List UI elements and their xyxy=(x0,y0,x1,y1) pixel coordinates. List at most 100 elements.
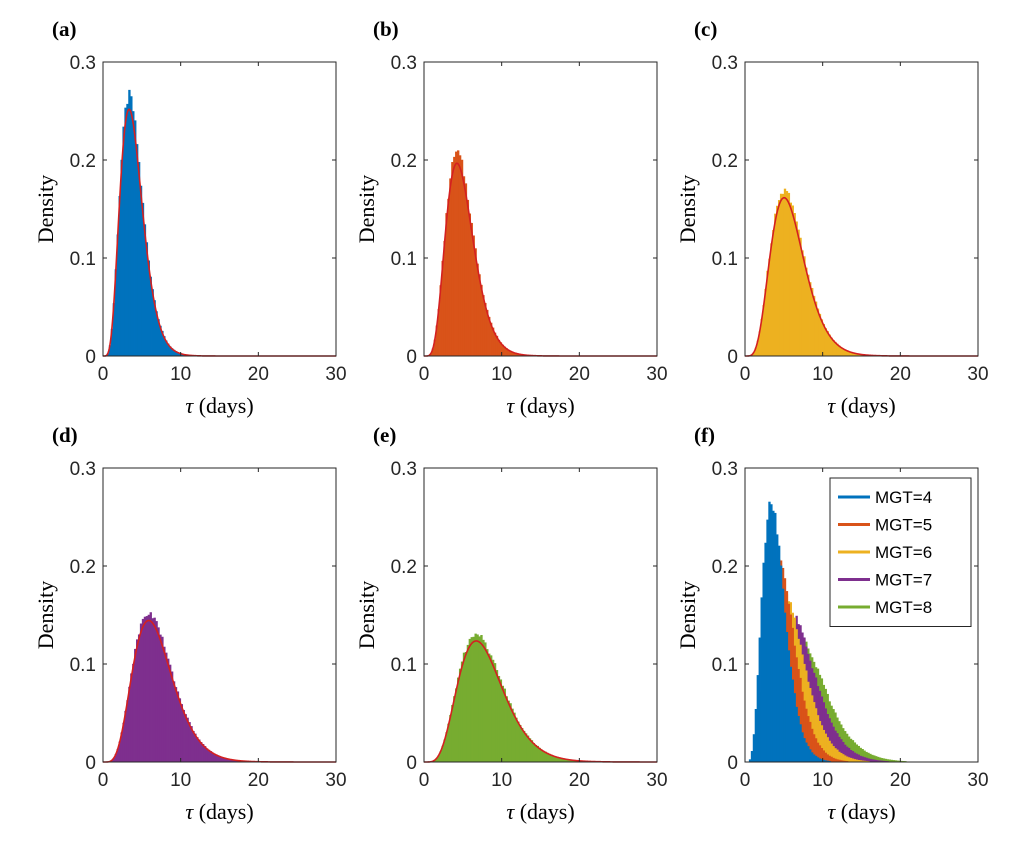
histogram-bar xyxy=(227,758,230,762)
histogram-bar xyxy=(748,759,752,762)
y-tick-label: 0.2 xyxy=(70,557,96,578)
histogram-bar xyxy=(493,663,497,762)
histogram-bar xyxy=(822,750,826,762)
histogram-bar xyxy=(180,353,184,356)
histogram-bar xyxy=(764,542,767,762)
histogram-bar xyxy=(497,339,501,356)
histogram-bar xyxy=(774,213,777,356)
x-tick-label: 30 xyxy=(646,364,667,385)
histogram-bar xyxy=(219,756,222,762)
histogram-bar xyxy=(569,759,572,762)
histogram-bar xyxy=(169,346,172,356)
histogram-bar xyxy=(845,756,849,762)
histogram-bar xyxy=(776,534,779,762)
histogram-bar xyxy=(493,332,497,356)
histogram-bar xyxy=(534,744,538,762)
histogram-bar xyxy=(768,501,771,762)
histogram-bar xyxy=(793,693,796,762)
histogram-bar xyxy=(787,650,791,762)
histogram-bar xyxy=(877,760,880,762)
histogram-bar xyxy=(559,757,563,762)
histogram-bar xyxy=(114,269,117,356)
histogram-bar xyxy=(159,634,162,762)
histogram-bar xyxy=(857,759,860,762)
y-tick-label: 0.2 xyxy=(712,151,738,172)
histogram-bar xyxy=(838,345,841,356)
histogram-bar xyxy=(789,666,792,762)
histogram-bar xyxy=(466,644,470,762)
histogram-bar xyxy=(132,111,135,356)
histogram-bar xyxy=(143,616,147,762)
histogram-bar xyxy=(441,260,444,356)
y-tick-label: 0.1 xyxy=(391,655,417,676)
histogram-bar xyxy=(892,760,895,762)
histogram-bar xyxy=(196,737,199,762)
histogram-bar xyxy=(136,144,139,356)
x-axis-label: τ (days) xyxy=(827,393,895,418)
histogram-bar xyxy=(779,565,783,762)
histogram-bar xyxy=(451,704,454,762)
x-axis-symbol: τ xyxy=(827,393,836,418)
histogram-bar xyxy=(807,716,810,762)
histogram-bar xyxy=(565,759,569,762)
histogram-bar xyxy=(826,331,829,356)
histogram-bar xyxy=(855,744,859,762)
histogram-bar xyxy=(859,755,862,762)
y-tick-label: 0.3 xyxy=(391,459,417,480)
histogram-bar xyxy=(834,730,837,762)
histogram-bar xyxy=(165,652,168,762)
x-tick-label: 10 xyxy=(170,770,191,791)
histogram-bar xyxy=(114,754,117,762)
histogram-bar xyxy=(505,348,508,356)
histogram-bar xyxy=(198,739,201,762)
histogram-bar xyxy=(842,741,845,762)
x-tick-label: 0 xyxy=(98,364,109,385)
histogram-bar xyxy=(890,759,893,762)
histogram-bar xyxy=(112,303,116,356)
histogram-bar xyxy=(896,760,899,762)
histogram-bar xyxy=(176,352,180,356)
histogram-bar xyxy=(811,728,814,762)
histogram-bar xyxy=(513,352,516,356)
histogram-bar xyxy=(828,334,831,356)
histogram-bar xyxy=(818,313,822,356)
histogram-bar xyxy=(811,287,814,356)
histogram-bar xyxy=(812,295,816,356)
histogram-bar xyxy=(184,714,187,762)
histogram-bar xyxy=(818,758,822,762)
histogram-bar xyxy=(776,205,779,356)
histogram-bar xyxy=(801,250,804,356)
axes-box xyxy=(744,61,979,357)
histogram-bar xyxy=(863,750,866,762)
histogram-bar xyxy=(822,759,826,762)
histogram-bar xyxy=(548,753,551,762)
histogram-bar xyxy=(484,302,487,356)
histogram-bar xyxy=(480,284,483,356)
histogram-bar xyxy=(530,740,534,762)
histogram-bar xyxy=(132,663,135,762)
histogram-bar xyxy=(840,752,843,762)
histogram-bar xyxy=(832,339,835,356)
histogram-bar xyxy=(482,639,485,762)
histogram-bar xyxy=(490,655,493,762)
histogram-bar xyxy=(445,213,448,356)
histogram-bar xyxy=(844,755,847,762)
histogram-bar xyxy=(847,757,851,762)
histogram-bar xyxy=(172,681,176,762)
histogram-bar xyxy=(812,754,816,762)
histogram-bar xyxy=(814,755,818,762)
histogram-series-MGT=4 xyxy=(748,501,831,762)
histogram-bar xyxy=(814,708,818,762)
histogram-bar xyxy=(851,758,855,762)
histogram-bar xyxy=(441,745,444,762)
histogram-bar xyxy=(540,749,543,762)
panel-b: 0 10 20 30 0 0.1 0.2 0.3 (b) Density τ (days) xyxy=(354,17,668,418)
histogram-bar xyxy=(134,648,137,762)
histogram-bar xyxy=(437,755,440,762)
histogram-bar xyxy=(762,305,765,356)
histogram-bar xyxy=(882,758,886,762)
x-axis-label: τ (days) xyxy=(827,799,895,824)
histogram-bar xyxy=(499,679,503,762)
legend-entry: MGT=6 xyxy=(875,543,932,562)
histogram-bar xyxy=(153,300,156,356)
